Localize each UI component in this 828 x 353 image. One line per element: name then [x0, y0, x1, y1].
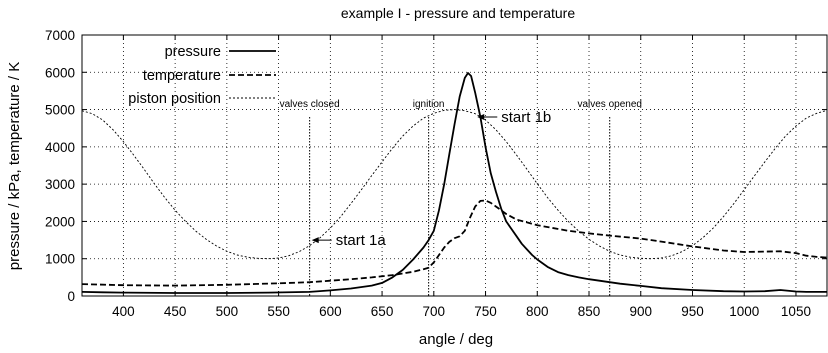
event-marker-label: valves closed — [280, 99, 340, 110]
x-tick-label: 600 — [319, 304, 342, 319]
y-tick-label: 1000 — [45, 252, 75, 267]
x-tick-label: 700 — [423, 304, 446, 319]
legend: pressure temperature piston position — [128, 44, 276, 107]
event-marker-label: ignition — [413, 99, 445, 110]
x-axis-ticks: 400 450 500 550 600 650 700 750 800 850 900 950 1000… — [112, 35, 811, 319]
legend-label: temperature — [143, 68, 221, 84]
y-tick-label: 4000 — [45, 140, 75, 155]
x-tick-label: 550 — [267, 304, 290, 319]
x-tick-label: 750 — [474, 304, 497, 319]
x-tick-label: 450 — [164, 304, 187, 319]
y-tick-label: 7000 — [45, 28, 75, 43]
x-tick-label: 1000 — [729, 304, 759, 319]
event-markers: valves closed ignition valves opened — [280, 99, 642, 296]
annotations: start 1a start 1b — [311, 109, 551, 249]
x-tick-label: 900 — [629, 304, 652, 319]
x-tick-label: 400 — [112, 304, 135, 319]
y-axis-label: pressure / kPa, temperature / K — [6, 62, 23, 270]
legend-label: piston position — [128, 91, 221, 107]
y-tick-label: 3000 — [45, 177, 75, 192]
x-tick-label: 800 — [526, 304, 549, 319]
x-tick-label: 650 — [371, 304, 394, 319]
series-line-temperature — [81, 199, 828, 287]
x-tick-label: 500 — [216, 304, 239, 319]
legend-label: pressure — [165, 44, 221, 60]
annotation-label: start 1a — [336, 232, 387, 249]
y-tick-label: 0 — [67, 289, 75, 304]
series-lines — [81, 72, 828, 294]
y-axis-ticks: 0 1000 2000 3000 4000 5000 6000 7000 — [45, 28, 827, 304]
series-line-piston-position — [81, 109, 828, 260]
x-tick-label: 1050 — [781, 304, 811, 319]
series-line-pressure — [81, 72, 827, 294]
y-tick-label: 5000 — [45, 103, 75, 118]
x-tick-label: 850 — [578, 304, 601, 319]
y-tick-label: 2000 — [45, 214, 75, 229]
event-marker-label: valves opened — [577, 99, 642, 110]
chart-title: example I - pressure and temperature — [341, 5, 575, 21]
annotation-arrow-head — [477, 114, 485, 121]
plot-frame — [81, 34, 828, 297]
x-axis-label: angle / deg — [419, 331, 493, 348]
annotation-arrow-head — [311, 237, 319, 244]
annotation-label: start 1b — [501, 109, 551, 126]
x-tick-label: 950 — [681, 304, 704, 319]
y-tick-label: 6000 — [45, 65, 75, 80]
